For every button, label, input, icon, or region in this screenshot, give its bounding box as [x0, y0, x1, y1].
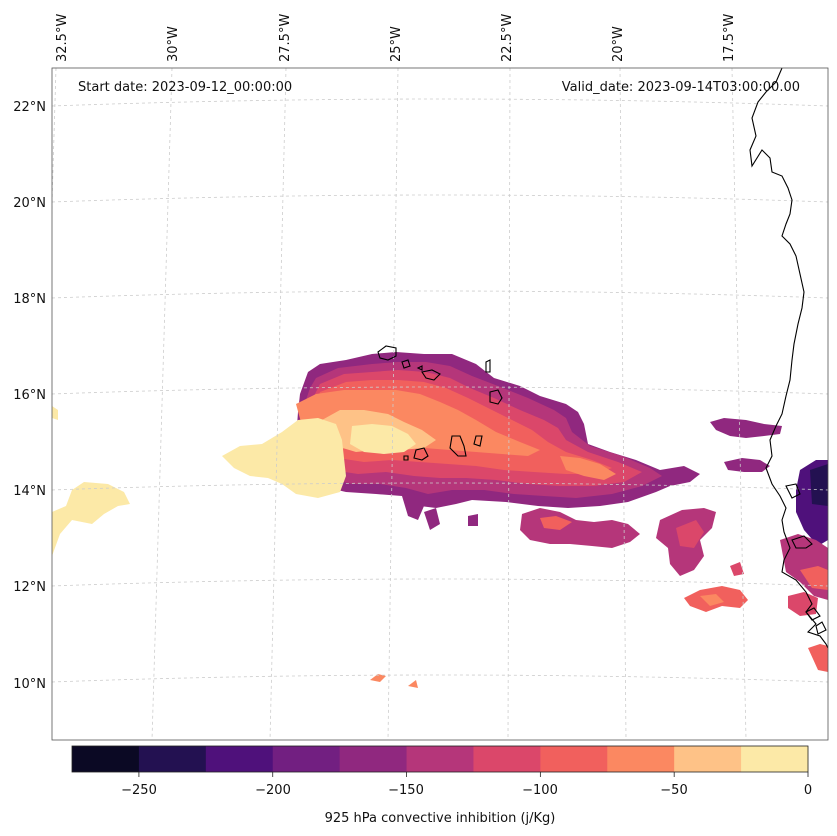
- cin-patch-mid: [402, 494, 424, 520]
- meridian-20w: [619, 68, 627, 740]
- cin-speck-2: [408, 680, 418, 688]
- cin-patch-mid-2: [424, 508, 440, 530]
- lon-label: 22.5°W: [500, 14, 515, 62]
- valid-date-label: Valid_date: 2023-09-14T03:00:00.00: [562, 80, 800, 95]
- cin-plume-core-inner: [350, 424, 416, 454]
- cin-field: [52, 352, 828, 688]
- colorbar-segment: [540, 746, 608, 772]
- lat-label: 16°N: [13, 388, 46, 403]
- colorbar-tick-label: 0: [804, 783, 812, 798]
- colorbar-ticks: [138, 772, 809, 777]
- island-sao-vicente: [401, 359, 411, 369]
- lat-label: 14°N: [13, 484, 46, 499]
- lon-label: 17.5°W: [722, 14, 737, 62]
- colorbar-segment: [138, 746, 207, 772]
- cin-patch-east-2: [724, 458, 770, 472]
- colorbar-segment: [674, 746, 742, 772]
- colorbar-tick-label: −150: [388, 783, 424, 798]
- colorbar-tick-label: −250: [121, 783, 157, 798]
- coastlines: [749, 68, 828, 649]
- lat-label: 20°N: [13, 196, 46, 211]
- cabo-verde-islands: [377, 345, 503, 461]
- map-panel: [51, 67, 829, 741]
- cin-patch-south-3b: [700, 594, 724, 606]
- colorbar-segment: [339, 746, 408, 772]
- island-fogo: [413, 447, 429, 461]
- lat-label: 10°N: [13, 677, 46, 692]
- colorbar-segment: [406, 746, 474, 772]
- lat-label: 22°N: [13, 100, 46, 115]
- lon-label: 20°W: [611, 26, 626, 62]
- island-santa-luzia: [416, 365, 423, 371]
- colorbar-tick-label: −50: [660, 783, 687, 798]
- map-frame: [51, 67, 829, 741]
- colorbar-frame: [71, 745, 809, 773]
- meridian-30w: [151, 68, 173, 740]
- africa-coast-inlet: [785, 483, 801, 499]
- lat-label: 18°N: [13, 292, 46, 307]
- meridian-22-5w: [507, 68, 511, 740]
- cin-plume-core: [222, 418, 346, 498]
- longitude-labels: 32.5°W 30°W 27.5°W 25°W 22.5°W 20°W 17.5…: [55, 14, 737, 62]
- colorbar-segment: [473, 746, 541, 772]
- cin-patch-south-2b: [676, 520, 704, 548]
- colorbar-segment: [607, 746, 675, 772]
- bijagos-islands: [805, 607, 827, 635]
- colorbar: −250 −200 −150 −100 −50 0 925 hPa convec…: [71, 745, 812, 826]
- colorbar-segment: [205, 746, 274, 772]
- start-date-label: Start date: 2023-09-12_00:00:00: [78, 80, 292, 95]
- parallel-10n: [52, 674, 828, 683]
- parallel-22n: [52, 98, 828, 107]
- lon-label: 25°W: [389, 26, 404, 62]
- colorbar-segments: [72, 746, 809, 772]
- cin-patch-east-1: [710, 418, 782, 438]
- cin-patch-west-edge: [52, 406, 58, 420]
- island-santiago: [449, 435, 467, 457]
- parallel-12n: [52, 578, 828, 587]
- cin-patch-west: [52, 482, 130, 556]
- meridian-17-5w: [731, 68, 747, 740]
- colorbar-label: 925 hPa convective inhibition (j/Kg): [325, 811, 556, 826]
- lon-label: 27.5°W: [278, 14, 293, 62]
- lon-label: 30°W: [166, 26, 181, 62]
- island-sal: [485, 359, 491, 373]
- island-maio: [473, 435, 483, 447]
- parallel-20n: [52, 194, 828, 203]
- lon-label: 32.5°W: [55, 14, 70, 62]
- lat-label: 12°N: [13, 580, 46, 595]
- africa-coastline: [749, 68, 828, 649]
- meridian-27-5w: [269, 68, 287, 740]
- gambia-inlet: [791, 535, 813, 549]
- cin-plume-east-streak: [560, 456, 616, 480]
- meridian-25w: [387, 68, 399, 740]
- cin-speck-1: [370, 674, 386, 682]
- colorbar-tick-label: −200: [255, 783, 291, 798]
- parallel-14n: [52, 482, 828, 491]
- parallel-16n: [52, 386, 828, 395]
- cin-patch-south-4: [730, 562, 744, 576]
- parallel-18n: [52, 290, 828, 299]
- colorbar-tick-label: −100: [522, 783, 558, 798]
- island-sao-nicolau: [421, 369, 441, 381]
- island-brava: [403, 455, 409, 461]
- colorbar-segment: [741, 746, 809, 772]
- cin-patch-coast-darkest: [810, 464, 828, 506]
- colorbar-segment: [72, 746, 140, 772]
- cin-patch-coast-far-south: [808, 644, 828, 672]
- latitude-labels: 22°N 20°N 18°N 16°N 14°N 12°N 10°N: [13, 100, 46, 692]
- colorbar-tick-labels: −250 −200 −150 −100 −50 0: [121, 783, 812, 798]
- island-boa-vista: [489, 389, 503, 405]
- cin-patch-mid-3: [468, 514, 478, 526]
- graticule: [52, 68, 828, 740]
- island-santo-antao: [377, 345, 397, 361]
- colorbar-segment: [272, 746, 341, 772]
- cin-patch-south-1b: [540, 516, 572, 530]
- cin-patch-coast-warm: [800, 566, 828, 590]
